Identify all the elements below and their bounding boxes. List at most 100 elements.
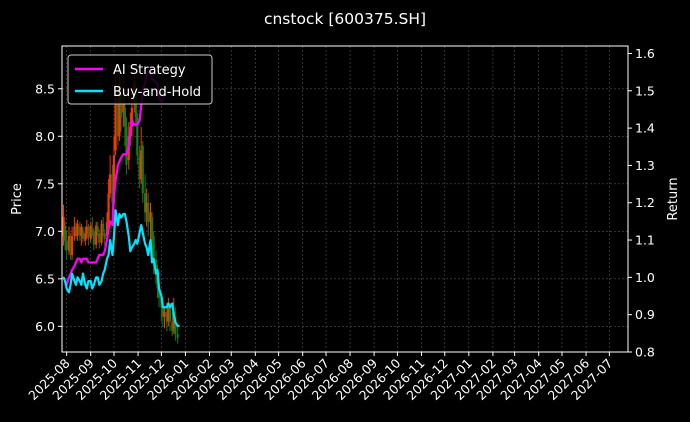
candle-body — [91, 229, 94, 232]
candle-body — [125, 126, 128, 165]
y-tick-label: 6.0 — [35, 319, 55, 334]
candle-body — [87, 226, 90, 238]
series-point-buy-and-hold — [68, 291, 70, 293]
candle-body — [84, 233, 87, 241]
series-point-ai-strategy — [133, 123, 135, 125]
candle-body — [171, 321, 174, 332]
series-point-buy-and-hold — [109, 239, 111, 241]
series-point-buy-and-hold — [82, 273, 84, 275]
candle-body — [89, 225, 92, 239]
legend-label-ai-strategy: AI Strategy — [113, 63, 186, 78]
series-point-buy-and-hold — [73, 280, 76, 282]
series-point-buy-and-hold — [71, 273, 73, 275]
candle-body — [116, 98, 120, 137]
series-point-buy-and-hold — [167, 302, 169, 305]
series-point-ai-strategy — [136, 123, 138, 125]
series-point-buy-and-hold — [66, 287, 68, 290]
y2-tick-label: 1.0 — [635, 270, 655, 285]
candle-body — [118, 88, 121, 137]
series-point-buy-and-hold — [90, 280, 92, 282]
series-point-buy-and-hold — [144, 243, 146, 245]
series-point-buy-and-hold — [120, 217, 122, 219]
series-point-ai-strategy — [107, 228, 110, 230]
plot-frame — [61, 45, 629, 353]
candle-body — [70, 236, 74, 256]
candle-body — [100, 223, 103, 243]
series-point-ai-strategy — [111, 224, 114, 226]
candle-body — [73, 226, 76, 237]
series-point-buy-and-hold — [156, 269, 159, 271]
candle-body — [172, 312, 175, 329]
series-point-ai-strategy — [129, 131, 131, 133]
series-point-buy-and-hold — [79, 280, 81, 282]
candle-body — [69, 238, 72, 253]
series-point-buy-and-hold — [64, 280, 66, 282]
series-point-buy-and-hold — [98, 284, 100, 286]
series-point-buy-and-hold — [133, 243, 135, 245]
series-point-ai-strategy — [76, 258, 79, 260]
candle-body — [140, 150, 143, 180]
legend-label-buy-and-hold: Buy-and-Hold — [113, 85, 201, 100]
series-point-ai-strategy — [80, 261, 83, 264]
series-point-ai-strategy — [122, 153, 124, 155]
series-point-ai-strategy — [71, 269, 73, 271]
candle-body — [143, 193, 147, 213]
series-point-ai-strategy — [86, 258, 88, 260]
candle-body — [109, 174, 112, 194]
series-point-buy-and-hold — [87, 280, 89, 282]
candle-body — [96, 226, 99, 232]
series-point-buy-and-hold — [142, 231, 144, 234]
series-point-buy-and-hold — [118, 213, 121, 215]
candle-body — [136, 117, 139, 156]
candle-body — [167, 307, 170, 322]
series-point-ai-strategy — [135, 123, 137, 125]
series-point-buy-and-hold — [128, 235, 130, 237]
y2-tick-label: 1.4 — [635, 121, 655, 136]
series-point-buy-and-hold — [97, 276, 99, 278]
series-point-ai-strategy — [79, 258, 81, 260]
series-point-ai-strategy — [98, 254, 100, 256]
series-point-buy-and-hold — [62, 276, 65, 278]
candle-body — [123, 107, 126, 127]
series-point-ai-strategy — [113, 194, 115, 196]
candle-body — [114, 98, 117, 151]
series-point-ai-strategy — [125, 153, 128, 155]
y-axis-right: 0.8 0.9 1.0 1.1 1.2 1.3 1.4 1.5 1.6 — [628, 46, 655, 360]
candle-body — [149, 212, 152, 222]
y2-tick-label: 1.1 — [635, 233, 655, 248]
series-point-buy-and-hold — [140, 224, 142, 226]
series-point-buy-and-hold — [135, 239, 137, 241]
candle-body — [145, 202, 148, 213]
series-point-buy-and-hold — [95, 276, 97, 278]
candle-body — [62, 217, 65, 237]
series-point-buy-and-hold — [158, 287, 160, 290]
series-point-buy-and-hold — [106, 258, 108, 260]
series-point-ai-strategy — [114, 179, 117, 181]
series-point-ai-strategy — [139, 120, 141, 122]
y2-tick-label: 1.5 — [635, 83, 655, 98]
series-point-buy-and-hold — [151, 261, 153, 264]
series-point-ai-strategy — [68, 276, 70, 278]
series-point-ai-strategy — [131, 120, 133, 122]
series-point-ai-strategy — [97, 258, 99, 260]
candle-body — [78, 226, 81, 236]
series-point-ai-strategy — [87, 261, 89, 264]
series-point-buy-and-hold — [149, 239, 152, 241]
series-point-buy-and-hold — [102, 273, 104, 275]
series-point-buy-and-hold — [163, 306, 166, 308]
series-point-ai-strategy — [102, 254, 104, 256]
candle-body — [130, 107, 133, 127]
y2-tick-label: 1.2 — [635, 195, 655, 210]
candle-body — [141, 145, 144, 194]
series-point-buy-and-hold — [84, 284, 86, 286]
series-point-buy-and-hold — [160, 295, 162, 297]
series-point-ai-strategy — [124, 153, 126, 155]
y2-tick-label: 1.6 — [635, 46, 655, 61]
series-point-buy-and-hold — [111, 254, 114, 256]
candle-body — [65, 240, 68, 251]
y-tick-label: 6.5 — [35, 271, 55, 286]
series-point-ai-strategy — [128, 146, 130, 148]
series-point-ai-strategy — [101, 254, 103, 256]
series-point-ai-strategy — [84, 258, 86, 260]
